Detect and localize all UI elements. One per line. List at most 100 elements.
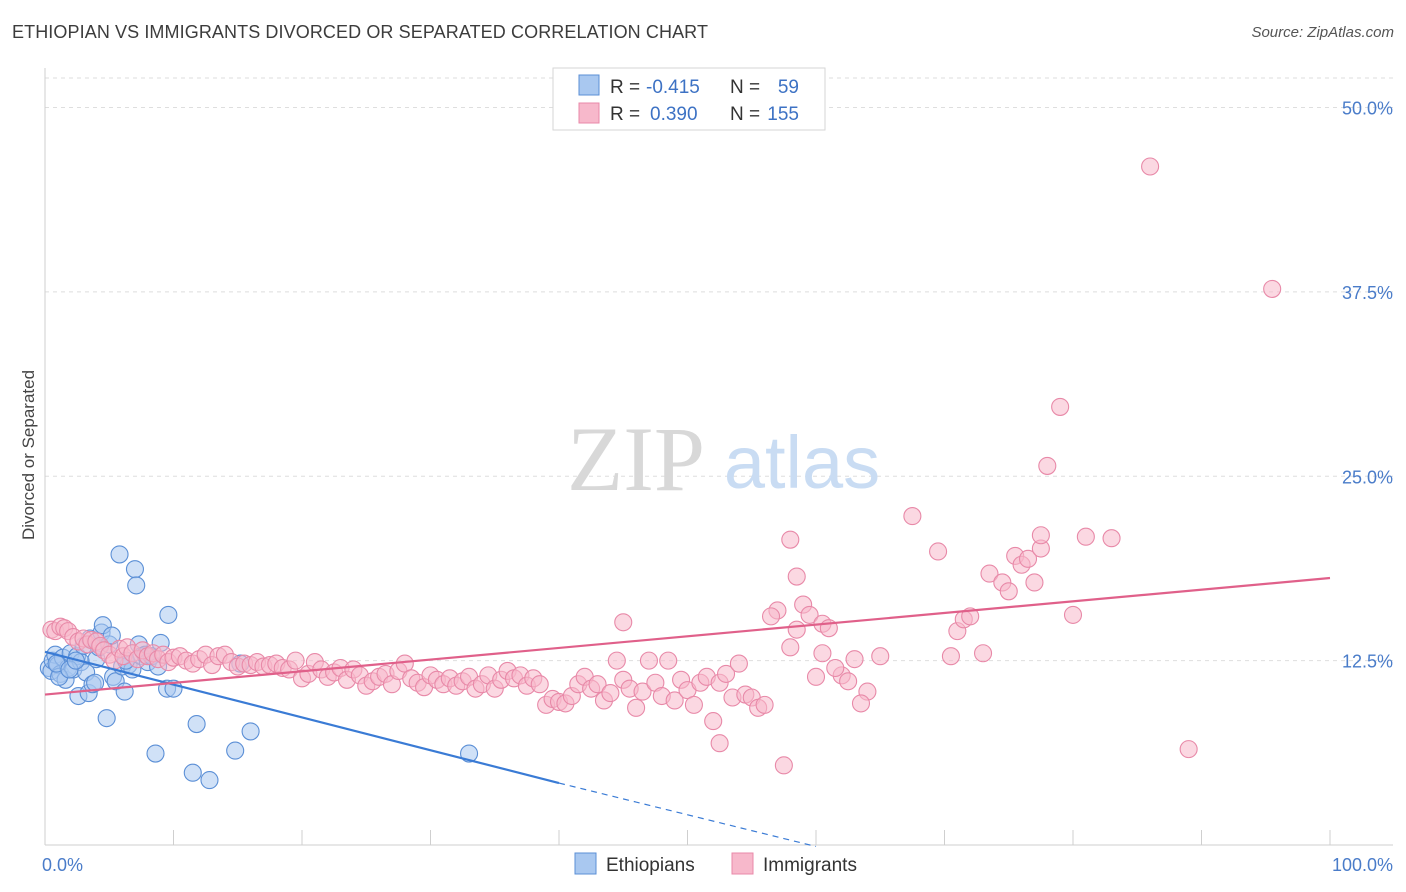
ethiopians-point <box>86 673 105 692</box>
immigrants-points <box>42 157 1282 775</box>
immigrants-point <box>871 647 890 666</box>
immigrants-point <box>999 582 1018 601</box>
immigrants-point <box>530 675 549 694</box>
ethiopians-point <box>127 576 146 595</box>
y-tick-label: 50.0% <box>1342 99 1393 119</box>
source-label: Source: ZipAtlas.com <box>1251 24 1394 41</box>
x-tick-labels: 0.0% 100.0% <box>42 855 1393 875</box>
immigrants-point <box>1051 397 1070 416</box>
ethiopians-point <box>241 722 260 741</box>
y-tick-label: 25.0% <box>1342 467 1393 487</box>
immigrants-point <box>729 654 748 673</box>
x-tick-label: 0.0% <box>42 855 83 875</box>
immigrants-point <box>601 684 620 703</box>
axes <box>44 68 1393 846</box>
immigrants-point <box>973 644 993 663</box>
immigrants-point <box>1141 157 1160 176</box>
immigrants-point <box>710 734 729 753</box>
immigrants-point <box>639 651 659 670</box>
bottom-legend-label-immigrants: Immigrants <box>763 855 857 876</box>
grid-lines <box>45 77 1393 662</box>
immigrants-point <box>826 658 845 678</box>
bottom-legend-swatch-ethiopians <box>574 852 597 875</box>
immigrants-point <box>781 530 800 549</box>
immigrants-point <box>627 698 646 717</box>
ethiopians-point <box>102 626 121 645</box>
ethiopians-point <box>159 605 178 624</box>
legend-r-label-immigrants: R = <box>610 104 640 125</box>
immigrants-point <box>787 567 806 586</box>
immigrants-point <box>1038 456 1057 475</box>
ethiopians-point <box>187 714 206 734</box>
immigrants-point <box>1018 549 1038 568</box>
immigrants-point <box>813 644 832 663</box>
immigrants-point <box>659 651 678 670</box>
immigrants-point <box>845 650 864 669</box>
immigrants-point <box>1263 279 1282 298</box>
y-axis-label: Divorced or Separated <box>19 370 38 540</box>
ethiopians-point <box>115 682 134 701</box>
immigrants-point <box>903 507 922 526</box>
legend-n-value-ethiopians: 59 <box>778 77 799 98</box>
immigrants-point <box>781 638 800 657</box>
immigrants-point <box>941 647 960 666</box>
ethiopians-point <box>125 560 144 579</box>
immigrants-point <box>614 613 633 632</box>
immigrants-point <box>980 564 999 583</box>
immigrants-point <box>286 651 305 670</box>
ethiopians-point <box>459 744 479 763</box>
legend-r-value-immigrants: 0.390 <box>650 104 698 125</box>
y-tick-labels: 12.5% 25.0% 37.5% 50.0% <box>1342 99 1393 672</box>
correlation-legend: R = -0.415 N = 59 R = 0.390 N = 155 <box>552 67 826 131</box>
immigrants-point <box>755 695 774 714</box>
watermark-atlas: atlas <box>724 421 880 504</box>
immigrants-point <box>929 542 948 561</box>
legend-r-value-ethiopians: -0.415 <box>646 77 700 98</box>
legend-n-value-immigrants: 155 <box>767 104 799 125</box>
legend-n-label-ethiopians: N = <box>730 77 760 98</box>
legend-swatch-ethiopians <box>578 74 600 96</box>
bottom-legend-swatch-immigrants <box>731 852 754 875</box>
legend-n-label-immigrants: N = <box>730 104 760 125</box>
series-legend: Ethiopians Immigrants <box>574 852 857 876</box>
immigrants-point <box>787 620 806 639</box>
immigrants-point <box>761 607 781 626</box>
x-tick-label: 100.0% <box>1332 855 1393 875</box>
immigrants-point <box>806 667 826 686</box>
ethiopians-point <box>200 771 219 790</box>
immigrants-point <box>1025 573 1044 592</box>
legend-swatch-immigrants <box>578 102 600 124</box>
immigrants-point <box>684 695 703 714</box>
trend-lines <box>44 576 1331 848</box>
bottom-legend-label-ethiopians: Ethiopians <box>606 855 695 876</box>
watermark-zip: ZIP <box>567 408 705 510</box>
immigrants-point <box>588 675 607 694</box>
immigrants-point <box>851 694 871 713</box>
ethiopians-point <box>97 709 116 728</box>
immigrants-point <box>800 605 819 624</box>
immigrants-point <box>839 672 858 691</box>
ethiopians-point <box>110 545 129 564</box>
immigrants-point <box>1063 605 1083 624</box>
immigrants-point <box>1179 740 1198 759</box>
immigrants-point <box>607 651 626 670</box>
immigrants-point <box>1031 526 1050 545</box>
y-tick-label: 12.5% <box>1342 652 1393 672</box>
chart-title: ETHIOPIAN VS IMMIGRANTS DIVORCED OR SEPA… <box>12 22 709 42</box>
immigrants-point <box>633 682 652 701</box>
immigrants-point <box>704 712 723 731</box>
immigrants-point <box>716 664 736 683</box>
ethiopians-point <box>226 741 245 760</box>
legend-r-label-ethiopians: R = <box>610 77 640 98</box>
immigrants-point <box>1102 529 1121 548</box>
immigrants-point <box>1076 527 1095 546</box>
y-tick-label: 37.5% <box>1342 283 1393 303</box>
ethiopians-point <box>146 744 165 763</box>
immigrants-trend-line <box>44 576 1331 696</box>
ethiopians-trend-line-extension <box>558 782 817 848</box>
ethiopians-point <box>183 763 202 782</box>
ethiopians-trend-line <box>44 650 560 785</box>
immigrants-point <box>665 691 684 710</box>
immigrants-point <box>774 756 793 775</box>
